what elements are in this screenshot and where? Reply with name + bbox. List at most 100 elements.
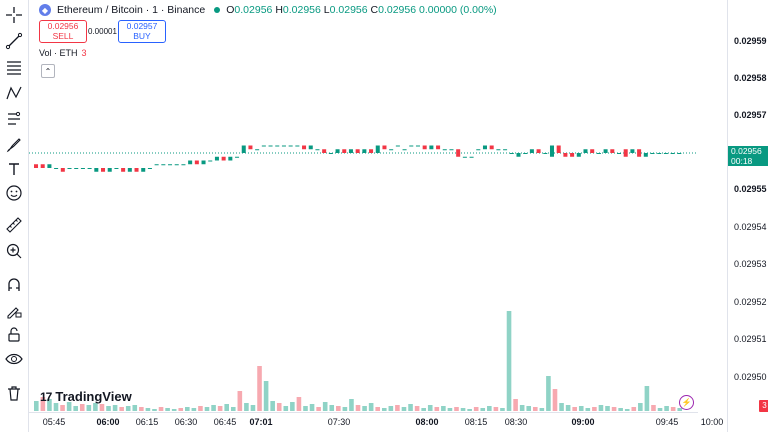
candle [657, 153, 662, 154]
zoom-in-icon[interactable] [3, 240, 25, 262]
candle [489, 145, 494, 150]
buy-button[interactable]: 0.02957 BUY [118, 20, 166, 43]
candle [201, 160, 206, 165]
fib-icon[interactable] [3, 56, 25, 78]
volume-bar [316, 407, 321, 411]
volume-bar [565, 405, 571, 411]
pattern-icon[interactable] [3, 82, 25, 104]
volume-bar [500, 408, 505, 411]
emoji-icon[interactable] [3, 182, 25, 204]
time-axis[interactable]: 05:45 06:00 06:15 06:30 06:45 07:01 07:3… [29, 412, 723, 433]
candle [563, 153, 568, 157]
candle [677, 153, 682, 154]
candle [462, 156, 467, 158]
crosshair-icon[interactable] [3, 4, 25, 26]
volume-bar [572, 407, 577, 411]
time-label: 06:45 [213, 417, 237, 427]
candle [362, 149, 367, 153]
volume-bar [73, 406, 78, 411]
candle [121, 168, 126, 172]
volume-bar [165, 408, 170, 411]
flash-icon[interactable]: ⚡ [679, 395, 694, 410]
tradingview-logo-icon: 17 [40, 389, 52, 404]
candle [322, 149, 327, 153]
price-axis[interactable]: 0.02959 0.02958 0.02957 0.02956 00:18 0.0… [727, 0, 768, 432]
candle [630, 149, 635, 153]
candle [596, 153, 601, 154]
candle [529, 149, 534, 153]
volume-bar [657, 408, 663, 411]
time-label: 09:45 [655, 417, 679, 427]
volume-bar [467, 409, 472, 411]
volume-bar [644, 386, 650, 411]
ruler-icon[interactable] [3, 214, 25, 236]
volume-bar [191, 408, 197, 411]
volume-bar [487, 406, 492, 411]
volume-bar [263, 381, 269, 411]
candle [127, 168, 132, 172]
collapse-legend-icon[interactable]: ⌃ [41, 64, 55, 78]
symbol-title[interactable]: Ethereum / Bitcoin · 1 · Binance [57, 4, 206, 16]
volume-bar [513, 399, 518, 411]
time-label: 09:00 [571, 417, 595, 427]
text-icon[interactable] [3, 158, 25, 180]
tradingview-logo[interactable]: 17 TradingView [40, 389, 132, 404]
spread-value: 0.00001 [88, 27, 117, 36]
volume-bar [532, 407, 538, 411]
volume-bar [506, 311, 512, 411]
volume-bar [99, 404, 105, 411]
candle [623, 149, 628, 157]
current-price-tag: 0.02956 00:18 [728, 146, 768, 166]
volume-bar [546, 376, 551, 411]
volume-bar [336, 406, 341, 411]
volume-bar [204, 407, 210, 411]
volume-bar [112, 405, 118, 411]
trash-icon[interactable] [3, 382, 25, 404]
volume-bar [145, 408, 151, 411]
candle [315, 149, 320, 151]
price-label: 0.02950 [734, 372, 767, 382]
volume-bar [611, 407, 617, 411]
volume-bar [388, 406, 394, 411]
price-label: 0.02951 [734, 334, 767, 344]
magnet-icon[interactable] [3, 274, 25, 296]
candle [543, 153, 548, 154]
volume-bar [106, 406, 111, 411]
ethereum-icon: ◆ [39, 4, 51, 16]
candle [616, 153, 622, 154]
candle [328, 153, 333, 154]
chart-area[interactable]: ◆ Ethereum / Bitcoin · 1 · Binance O0.02… [29, 0, 768, 432]
sell-button[interactable]: 0.02956 SELL [39, 20, 87, 43]
trend-line-icon[interactable] [3, 30, 25, 52]
alert-count-badge[interactable]: 3 [759, 400, 768, 412]
candle [469, 156, 474, 158]
candle [94, 168, 99, 172]
candle [275, 145, 280, 147]
eye-icon[interactable] [3, 348, 25, 370]
volume-bar [34, 401, 39, 411]
candle [174, 164, 179, 166]
candle [261, 145, 266, 147]
volume-bar [211, 405, 216, 411]
volume-bar [381, 408, 387, 411]
volume-bar [244, 403, 249, 411]
candle [228, 156, 233, 161]
volume-bar [198, 406, 203, 411]
lock-icon[interactable] [3, 324, 25, 346]
price-label: 0.02957 [734, 110, 767, 120]
candle [583, 149, 588, 153]
brush-icon[interactable] [3, 134, 25, 156]
price-label: 0.02954 [734, 222, 767, 232]
candle [268, 145, 273, 147]
projection-icon[interactable] [3, 108, 25, 130]
volume-bar [368, 403, 374, 411]
candle [335, 149, 340, 153]
volume-bar [86, 405, 92, 411]
lock-draw-icon[interactable] [3, 300, 25, 322]
candle [549, 145, 554, 157]
time-label: 10:00 [700, 417, 724, 427]
volume-bar [624, 409, 630, 411]
candle [422, 145, 427, 150]
volume-bar [290, 402, 295, 411]
candle [141, 168, 146, 172]
